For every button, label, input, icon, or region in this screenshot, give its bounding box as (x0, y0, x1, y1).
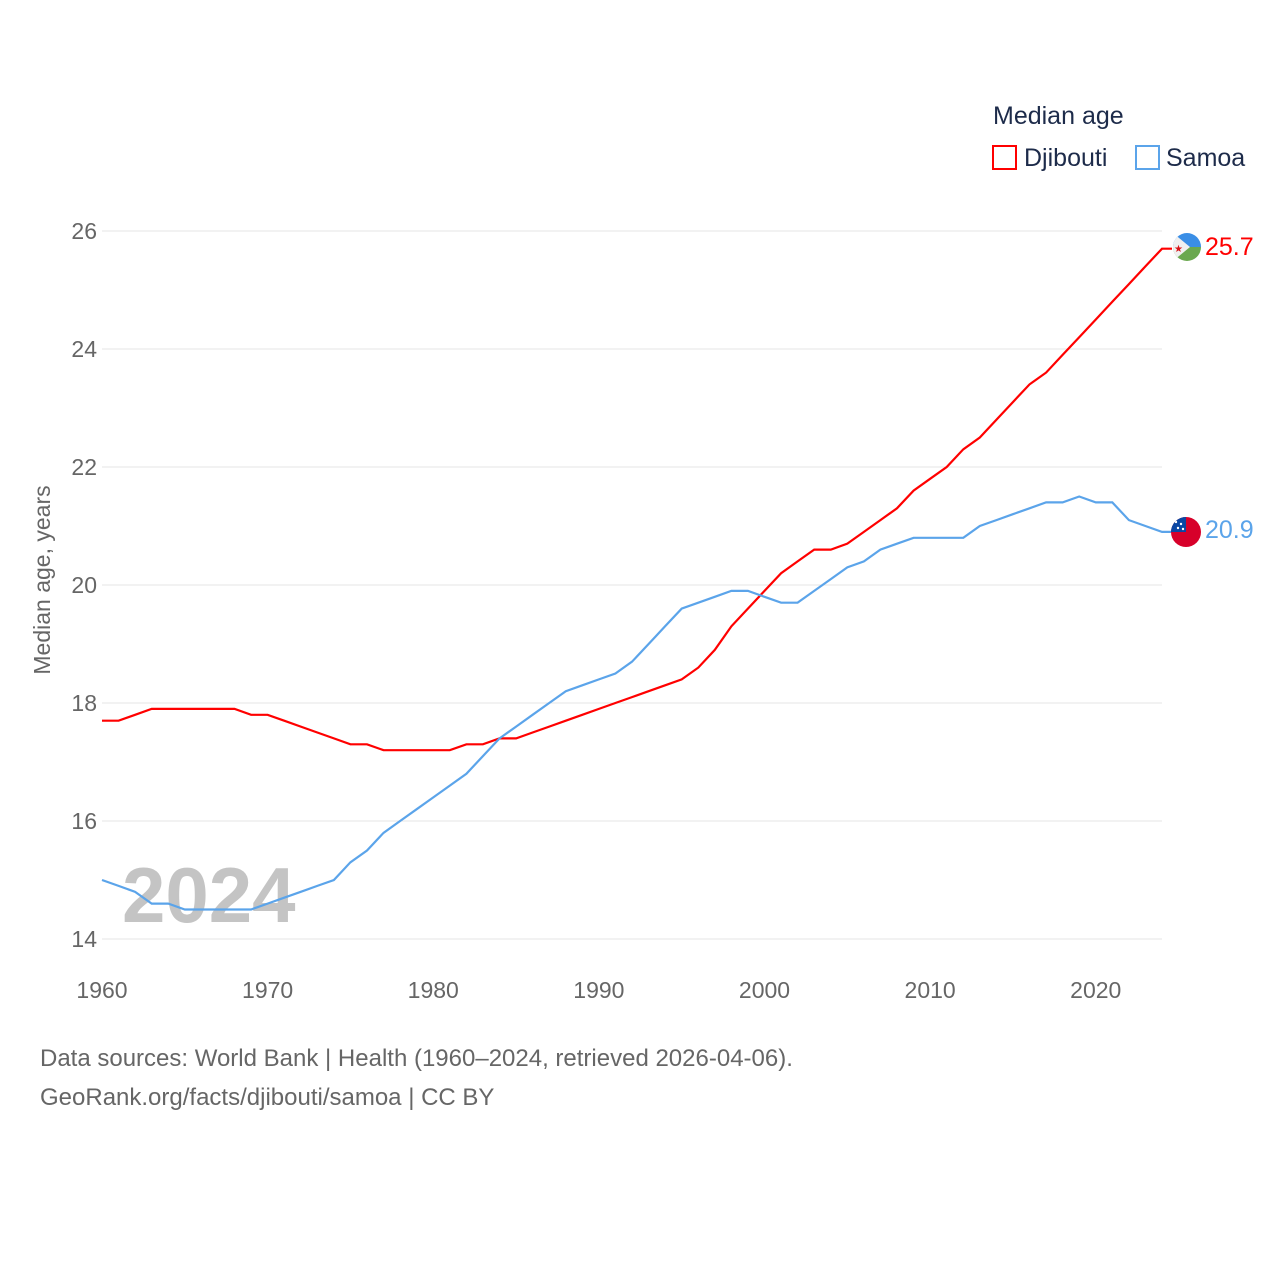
y-axis-label: Median age, years (29, 485, 55, 674)
footer-sources: Data sources: World Bank | Health (1960–… (40, 1045, 793, 1072)
series-line-samoa (101, 495, 1172, 911)
year-watermark: 2024 (122, 851, 296, 939)
legend-item-djibouti[interactable]: Djibouti (992, 144, 1107, 172)
y-tick-label: 14 (71, 926, 97, 952)
x-tick-label: 2020 (1070, 977, 1121, 1003)
x-tick-label: 1990 (573, 977, 624, 1003)
legend-swatch-djibouti (992, 145, 1017, 170)
footer-attribution[interactable]: GeoRank.org/facts/djibouti/samoa | CC BY (40, 1084, 495, 1111)
end-label-djibouti: 25.7 (1205, 233, 1254, 261)
y-tick-label: 22 (71, 454, 97, 480)
svg-text:★: ★ (1174, 244, 1183, 255)
samoa-flag-icon (1171, 517, 1201, 547)
y-tick-label: 26 (71, 218, 97, 244)
x-tick-label: 1970 (242, 977, 293, 1003)
legend-item-samoa[interactable]: Samoa (1135, 144, 1245, 172)
end-label-samoa: 20.9 (1205, 516, 1254, 544)
legend-swatch-samoa (1135, 145, 1160, 170)
series-line-djibouti (102, 247, 1172, 752)
x-tick-label: 2000 (739, 977, 790, 1003)
legend-title: Median age (993, 102, 1124, 130)
y-tick-label: 24 (71, 336, 97, 362)
x-tick-label: 2010 (905, 977, 956, 1003)
y-tick-label: 16 (71, 808, 97, 834)
x-tick-label: 1960 (76, 977, 127, 1003)
legend-label-djibouti: Djibouti (1024, 144, 1107, 172)
y-tick-label: 18 (71, 690, 97, 716)
x-tick-label: 1980 (408, 977, 459, 1003)
djibouti-flag-icon: ★ (1173, 233, 1201, 261)
y-tick-label: 20 (71, 572, 97, 598)
legend-label-samoa: Samoa (1166, 144, 1245, 172)
